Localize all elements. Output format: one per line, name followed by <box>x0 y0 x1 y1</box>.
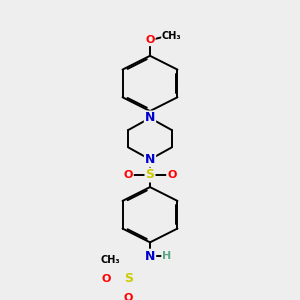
Text: N: N <box>145 153 155 166</box>
Text: O: O <box>145 35 155 45</box>
Text: N: N <box>145 112 155 124</box>
Text: O: O <box>102 274 111 284</box>
Text: O: O <box>124 170 133 180</box>
Text: N: N <box>145 250 155 263</box>
Text: CH₃: CH₃ <box>100 255 120 265</box>
Text: S: S <box>146 169 154 182</box>
Text: O: O <box>167 170 176 180</box>
Text: S: S <box>124 272 133 285</box>
Text: H: H <box>162 251 172 261</box>
Text: CH₃: CH₃ <box>162 31 182 41</box>
Text: O: O <box>124 292 133 300</box>
